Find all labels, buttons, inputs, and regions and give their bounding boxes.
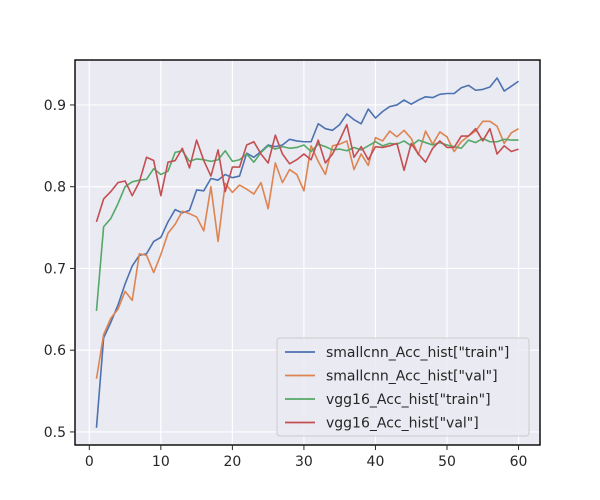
- legend: smallcnn_Acc_hist["train"] smallcnn_Acc_h…: [276, 337, 530, 437]
- x-axis-ticks: 0 10 20 30 40 50 60: [85, 445, 528, 470]
- series-line-2: [95, 137, 519, 312]
- x-tick-label: 0: [85, 454, 94, 470]
- legend-label-1: smallcnn_Acc_hist["val"]: [326, 369, 498, 385]
- x-tick-label: 60: [510, 454, 528, 470]
- legend-box: [276, 337, 530, 437]
- series-lines: [95, 77, 519, 428]
- x-tick-label: 10: [152, 454, 170, 470]
- series-line-0: [95, 77, 519, 428]
- y-tick-label: 0.8: [44, 180, 66, 196]
- y-tick-label: 0.5: [44, 425, 66, 441]
- legend-label-2: vgg16_Acc_hist["train"]: [326, 392, 491, 408]
- x-tick-label: 30: [295, 454, 313, 470]
- plot-frame: [74, 59, 541, 446]
- legend-label-0: smallcnn_Acc_hist["train"]: [326, 345, 509, 361]
- y-axis-ticks: 0.5 0.6 0.7 0.8 0.9: [44, 98, 75, 441]
- series-line-3: [95, 123, 519, 223]
- legend-label-3: vgg16_Acc_hist["val"]: [326, 416, 479, 432]
- series-line-1: [95, 120, 519, 379]
- x-tick-label: 50: [438, 454, 456, 470]
- x-tick-label: 40: [367, 454, 385, 470]
- y-tick-label: 0.6: [44, 343, 66, 359]
- y-tick-label: 0.7: [44, 261, 66, 277]
- x-tick-label: 20: [223, 454, 241, 470]
- y-tick-label: 0.9: [44, 98, 66, 114]
